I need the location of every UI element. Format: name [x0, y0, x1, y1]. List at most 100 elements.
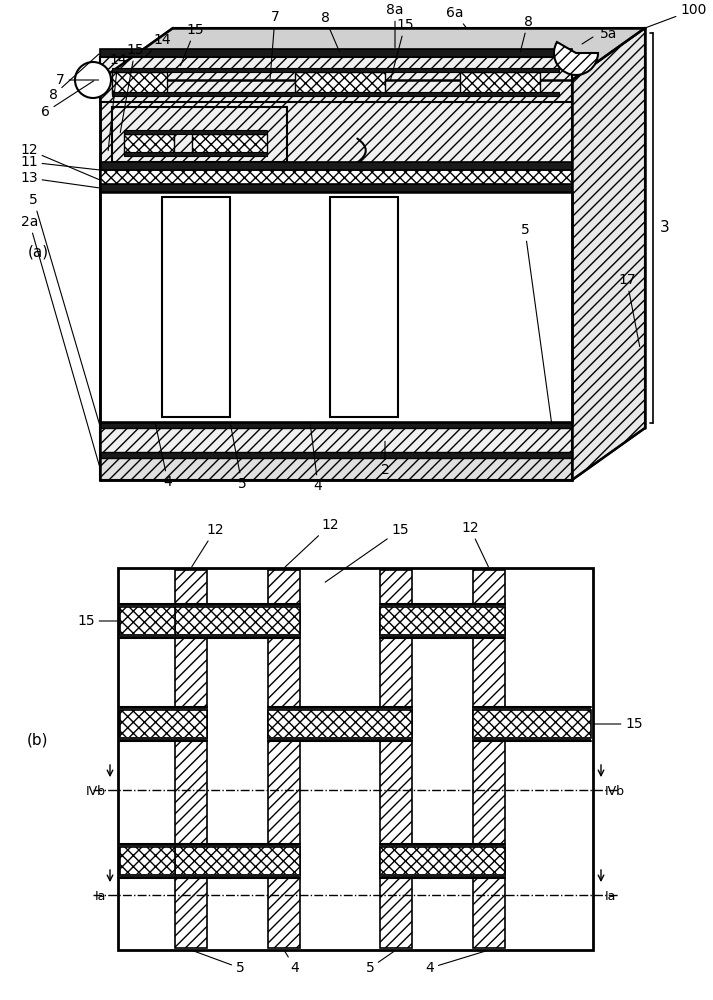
- Bar: [120, 710, 207, 738]
- Text: 15: 15: [390, 18, 414, 81]
- Bar: [473, 706, 591, 710]
- Text: 4: 4: [426, 950, 488, 975]
- Bar: [460, 72, 540, 94]
- Text: 2: 2: [381, 441, 389, 477]
- Bar: [175, 607, 300, 635]
- Text: 5: 5: [193, 950, 245, 975]
- Text: 12: 12: [285, 518, 339, 567]
- Text: 17: 17: [618, 273, 640, 347]
- Bar: [100, 57, 572, 102]
- Bar: [380, 847, 505, 875]
- Text: (a): (a): [27, 244, 48, 259]
- Text: Ia: Ia: [95, 890, 106, 903]
- Bar: [100, 192, 572, 422]
- Text: 15: 15: [78, 614, 118, 628]
- Bar: [162, 197, 230, 417]
- Text: 12: 12: [461, 521, 488, 567]
- Bar: [473, 570, 505, 948]
- Text: 15: 15: [325, 523, 409, 582]
- Bar: [175, 874, 300, 878]
- Bar: [100, 162, 572, 170]
- Text: 5: 5: [366, 951, 395, 975]
- Bar: [120, 737, 207, 741]
- Bar: [380, 570, 412, 948]
- Text: 7: 7: [56, 73, 98, 87]
- Text: 5: 5: [230, 423, 247, 491]
- Text: 100: 100: [646, 3, 707, 28]
- Text: 8: 8: [321, 11, 339, 52]
- Bar: [120, 847, 175, 875]
- Text: 8a: 8a: [386, 3, 404, 48]
- Bar: [380, 843, 505, 847]
- Bar: [100, 184, 572, 192]
- Bar: [398, 192, 572, 422]
- Text: 2a: 2a: [21, 215, 100, 467]
- Bar: [112, 68, 559, 72]
- Bar: [175, 847, 300, 875]
- Bar: [230, 192, 330, 422]
- Text: 14: 14: [146, 33, 171, 56]
- Bar: [120, 843, 175, 847]
- Bar: [124, 152, 267, 156]
- Polygon shape: [572, 28, 645, 480]
- Bar: [100, 192, 162, 422]
- Bar: [268, 710, 412, 738]
- Bar: [268, 570, 300, 948]
- Bar: [175, 603, 300, 607]
- Text: 15: 15: [180, 23, 204, 66]
- Text: Ia: Ia: [605, 890, 616, 903]
- Bar: [112, 107, 287, 162]
- Circle shape: [75, 62, 111, 98]
- Polygon shape: [100, 28, 645, 80]
- Bar: [124, 134, 174, 154]
- Bar: [100, 422, 572, 428]
- Text: 5: 5: [29, 193, 100, 425]
- Text: 5a: 5a: [600, 27, 617, 41]
- Bar: [175, 843, 300, 847]
- Bar: [100, 455, 572, 480]
- Text: 5: 5: [520, 223, 552, 425]
- Bar: [380, 607, 505, 635]
- Text: 13: 13: [21, 171, 98, 188]
- Text: 6a: 6a: [446, 6, 467, 29]
- Bar: [380, 603, 505, 607]
- Text: 11: 11: [20, 155, 98, 170]
- Bar: [112, 92, 559, 96]
- Bar: [473, 737, 591, 741]
- Bar: [192, 134, 267, 154]
- Bar: [100, 170, 572, 184]
- Bar: [295, 72, 385, 94]
- Bar: [380, 874, 505, 878]
- Text: 15: 15: [120, 43, 144, 133]
- Bar: [120, 706, 207, 710]
- Text: IVb: IVb: [86, 785, 106, 798]
- Text: 15: 15: [595, 717, 642, 731]
- Bar: [120, 874, 175, 878]
- Bar: [175, 634, 300, 638]
- Bar: [380, 634, 505, 638]
- Bar: [120, 634, 175, 638]
- Text: 4: 4: [155, 423, 173, 489]
- Bar: [473, 710, 591, 738]
- Wedge shape: [554, 42, 598, 75]
- Bar: [118, 568, 593, 950]
- Text: 6: 6: [41, 81, 94, 119]
- Text: 3: 3: [660, 221, 670, 235]
- Bar: [100, 49, 572, 57]
- Bar: [124, 130, 267, 134]
- Bar: [268, 706, 412, 710]
- Bar: [100, 80, 572, 480]
- Bar: [120, 607, 175, 635]
- Text: 12: 12: [21, 143, 98, 179]
- Bar: [330, 197, 398, 417]
- Text: (b): (b): [27, 732, 48, 748]
- Bar: [120, 603, 175, 607]
- Text: 14: 14: [108, 53, 127, 151]
- Bar: [100, 425, 572, 455]
- Bar: [112, 72, 167, 94]
- Bar: [100, 452, 572, 458]
- Bar: [100, 192, 572, 422]
- Text: 4: 4: [284, 951, 299, 975]
- Bar: [175, 570, 207, 948]
- Text: 4: 4: [310, 423, 322, 493]
